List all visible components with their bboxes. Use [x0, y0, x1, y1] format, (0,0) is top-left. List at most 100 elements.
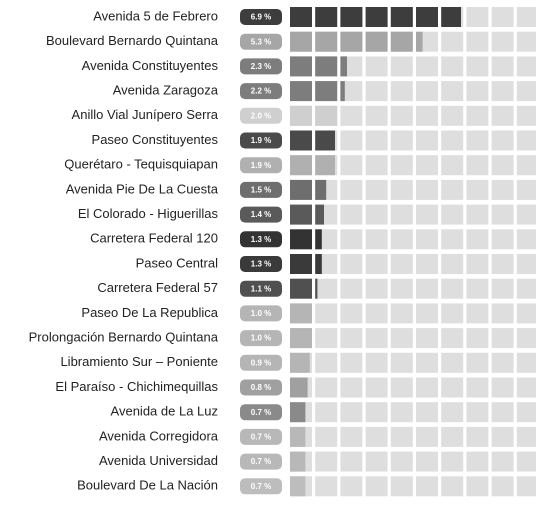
bar [290, 229, 322, 250]
empty-cell [491, 377, 514, 398]
empty-cell [390, 328, 413, 349]
empty-cell [466, 254, 489, 274]
empty-cell [516, 328, 536, 349]
empty-cell [365, 426, 388, 447]
empty-cell [416, 278, 438, 299]
empty-cell [365, 204, 388, 225]
empty-cell [466, 229, 489, 250]
empty-cell [416, 155, 438, 176]
row-label: Carretera Federal 57 [97, 280, 218, 295]
empty-cell [441, 31, 464, 52]
row-label: Anillo Vial Junípero Serra [72, 107, 219, 122]
empty-cell [416, 254, 438, 274]
empty-cell [466, 426, 489, 447]
bar [290, 303, 312, 324]
empty-cell [315, 476, 338, 497]
empty-cell [416, 204, 438, 225]
empty-cell [516, 179, 536, 200]
bar [290, 278, 318, 299]
empty-cell [466, 278, 489, 299]
empty-cell [416, 130, 438, 151]
empty-cell [466, 352, 489, 373]
bar [290, 179, 327, 200]
empty-cell [516, 426, 536, 447]
badge-bg [240, 428, 282, 445]
empty-cell [516, 155, 536, 176]
empty-cell [315, 451, 338, 472]
value-label: 0.7 % [251, 433, 271, 442]
empty-cell [491, 7, 514, 27]
empty-cell [491, 476, 514, 497]
bar [290, 130, 335, 151]
empty-cell [491, 105, 514, 126]
empty-cell [516, 254, 536, 274]
empty-cell [390, 229, 413, 250]
empty-cell [365, 105, 388, 126]
empty-cell [390, 402, 413, 423]
empty-cell [416, 56, 438, 77]
value-label: 1.9 % [251, 136, 271, 145]
empty-cell [491, 303, 514, 324]
empty-cell [441, 179, 464, 200]
empty-cell [416, 402, 438, 423]
value-label: 0.7 % [251, 408, 271, 417]
empty-cell [390, 476, 413, 497]
empty-cell [365, 81, 388, 102]
empty-cell [491, 130, 514, 151]
empty-cell [416, 303, 438, 324]
empty-cell [516, 229, 536, 250]
badge-bg [240, 478, 282, 495]
empty-cell [390, 451, 413, 472]
empty-cell [516, 402, 536, 423]
row-label: Paseo Constituyentes [92, 132, 219, 147]
empty-cell [491, 328, 514, 349]
badge-bg [240, 181, 282, 198]
empty-cell [365, 179, 388, 200]
badge-bg [240, 58, 282, 75]
empty-cell [416, 352, 438, 373]
badge-bg [240, 379, 282, 396]
empty-cell [416, 105, 438, 126]
bar [290, 352, 310, 373]
empty-cell [441, 81, 464, 102]
empty-cell [390, 352, 413, 373]
badge-bg [240, 330, 282, 347]
empty-cell [390, 303, 413, 324]
empty-cell [365, 278, 388, 299]
empty-cell [390, 105, 413, 126]
empty-cell [516, 451, 536, 472]
empty-cell [416, 426, 438, 447]
empty-cell [340, 328, 363, 349]
empty-cell [390, 377, 413, 398]
empty-cell [416, 476, 438, 497]
value-label: 2.3 % [251, 62, 271, 71]
value-label: 1.0 % [251, 334, 271, 343]
value-label: 0.7 % [251, 457, 271, 466]
empty-cell [340, 204, 363, 225]
empty-cell [390, 56, 413, 77]
row-label: Paseo Central [136, 255, 218, 270]
badge-bg [240, 305, 282, 322]
empty-cell [365, 377, 388, 398]
empty-cell [441, 426, 464, 447]
row-label: Boulevard De La Nación [77, 478, 218, 493]
empty-cell [466, 179, 489, 200]
value-label: 2.2 % [251, 87, 271, 96]
empty-cell [466, 402, 489, 423]
bar [290, 328, 312, 349]
empty-cell [441, 155, 464, 176]
badge-bg [240, 453, 282, 470]
badge-bg [240, 157, 282, 174]
badge-bg [240, 206, 282, 223]
value-label: 1.5 % [251, 186, 271, 195]
value-label: 1.0 % [251, 309, 271, 318]
empty-cell [491, 426, 514, 447]
empty-cell [491, 179, 514, 200]
empty-cell [340, 179, 363, 200]
empty-cell [340, 352, 363, 373]
empty-cell [516, 81, 536, 102]
value-label: 1.3 % [251, 260, 271, 269]
empty-cell [315, 426, 338, 447]
empty-cell [365, 328, 388, 349]
empty-cell [441, 105, 464, 126]
